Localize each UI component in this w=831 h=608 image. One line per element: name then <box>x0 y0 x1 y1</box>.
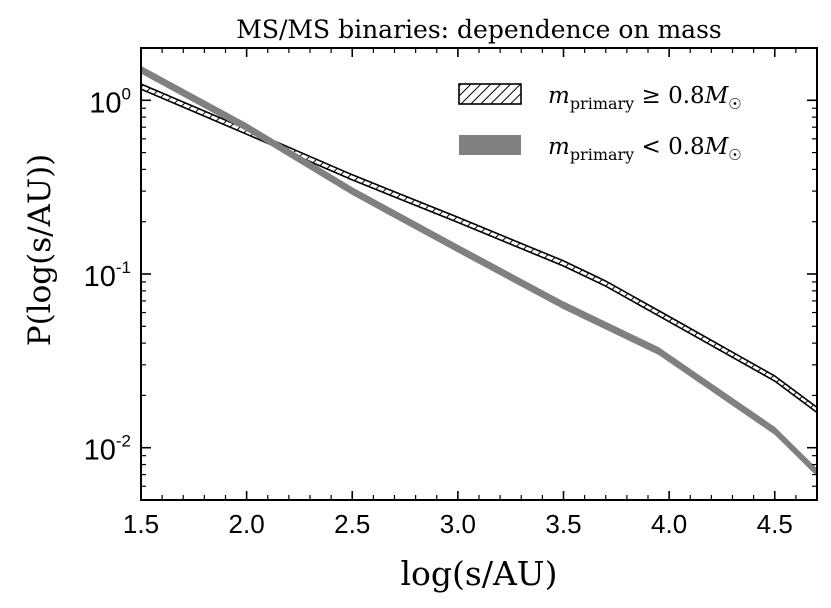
legend: mprimary ≥ 0.8M☉mprimary < 0.8M☉ <box>458 83 742 164</box>
y-axis-label-text: P(log(s/AU)) <box>22 154 58 347</box>
x-tick-label: 4.5 <box>757 509 793 539</box>
series-layer <box>141 65 817 477</box>
legend-rel: < 0.8 <box>634 134 704 160</box>
legend-main: m <box>548 134 570 160</box>
tick-layer: 1.5 2.0 2.5 3.0 3.5 4.0 4.5 100 10-1 10-2 <box>84 47 818 539</box>
legend-sun: ☉ <box>728 146 741 164</box>
legend-sun: ☉ <box>728 95 741 113</box>
legend-swatch-low-mass <box>459 135 521 155</box>
x-tick-label: 2.0 <box>229 509 265 539</box>
chart-title: MS/MS binaries: dependence on mass <box>236 15 721 44</box>
legend-main: m <box>548 83 570 109</box>
series-band-high-mass <box>141 83 817 414</box>
legend-rel: ≥ 0.8 <box>634 83 704 109</box>
legend-swatch-high-mass <box>458 83 522 105</box>
y-tick-label: 10-2 <box>84 432 131 467</box>
y-tick-label: 10-1 <box>84 258 131 293</box>
x-tick-label: 4.0 <box>651 509 687 539</box>
x-axis-label: log(s/AU) <box>401 554 558 593</box>
plot-frame <box>140 47 818 501</box>
x-tick-label: 1.5 <box>123 509 159 539</box>
y-axis-label: P(log(s/AU)) <box>22 154 58 347</box>
legend-M: M <box>704 134 730 160</box>
legend-sub: primary <box>570 94 634 113</box>
series-band-low-mass <box>141 65 817 477</box>
legend-label: mprimary < 0.8M☉ <box>548 134 742 164</box>
legend-sub: primary <box>570 145 634 164</box>
legend-label: mprimary ≥ 0.8M☉ <box>548 83 742 113</box>
x-tick-label: 3.5 <box>545 509 581 539</box>
x-axis-label-text: log(s/AU) <box>401 554 558 593</box>
x-tick-label: 3.0 <box>440 509 476 539</box>
x-tick-label: 2.5 <box>334 509 370 539</box>
y-tick-label: 100 <box>89 84 131 119</box>
legend-M: M <box>704 83 730 109</box>
